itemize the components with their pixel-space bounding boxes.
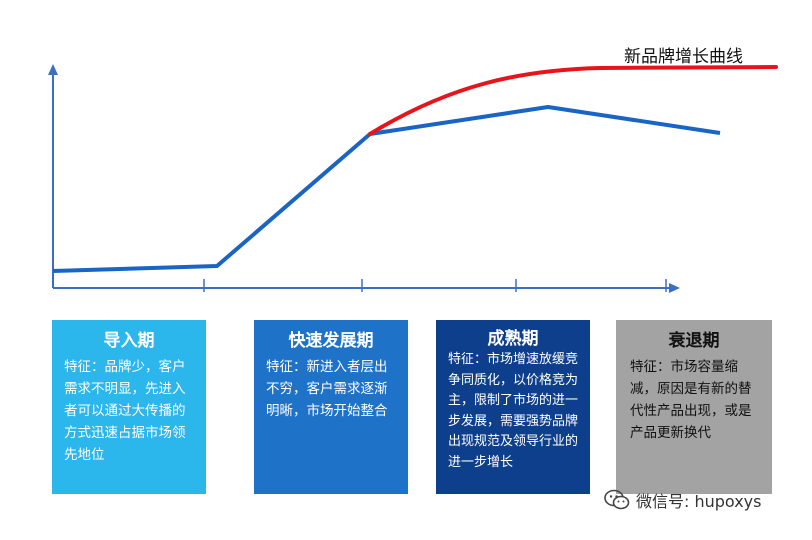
stage-description: 特征：市场增速放缓竞争同质化，以价格竞为主，限制了市场的进一步发展，需要强势品牌… xyxy=(448,352,579,470)
wechat-watermark: 微信号: hupoxys xyxy=(604,488,762,512)
new-brand-curve-label: 新品牌增长曲线 xyxy=(624,47,743,67)
stage-maturity-box: 成熟期 特征：市场增速放缓竞争同质化，以价格竞为主，限制了市场的进一步发展，需要… xyxy=(436,320,590,494)
lifecycle-curve xyxy=(52,105,721,273)
wechat-icon xyxy=(604,489,630,511)
stage-title: 成熟期 xyxy=(487,329,539,349)
stage-decline-box: 衰退期 特征：市场容量缩减，原因是有新的替代性产品出现，或是产品更新换代 xyxy=(616,320,772,494)
stage-intro-box: 导入期 特征：品牌少，客户需求不明显，先进入者可以通过大传播的方式迅速占据市场领… xyxy=(52,320,206,494)
stage-title: 导入期 xyxy=(103,331,155,351)
stage-description: 特征：品牌少，客户需求不明显，先进入者可以通过大传播的方式迅速占据市场领先地位 xyxy=(64,359,186,463)
stage-title: 衰退期 xyxy=(668,331,720,351)
x-axis-arrow xyxy=(669,283,680,293)
watermark-text: 微信号: hupoxys xyxy=(636,492,762,511)
y-axis-arrow xyxy=(48,64,58,75)
stage-description: 特征：新进入者层出不穷，客户需求逐渐明晰，市场开始整合 xyxy=(266,359,388,419)
new-brand-curve xyxy=(368,65,778,136)
stage-description: 特征：市场容量缩减，原因是有新的替代性产品出现，或是产品更新换代 xyxy=(630,359,752,441)
stage-growth-box: 快速发展期 特征：新进入者层出不穷，客户需求逐渐明晰，市场开始整合 xyxy=(254,320,408,494)
stage-title: 快速发展期 xyxy=(288,331,374,351)
lifecycle-chart xyxy=(48,64,778,293)
